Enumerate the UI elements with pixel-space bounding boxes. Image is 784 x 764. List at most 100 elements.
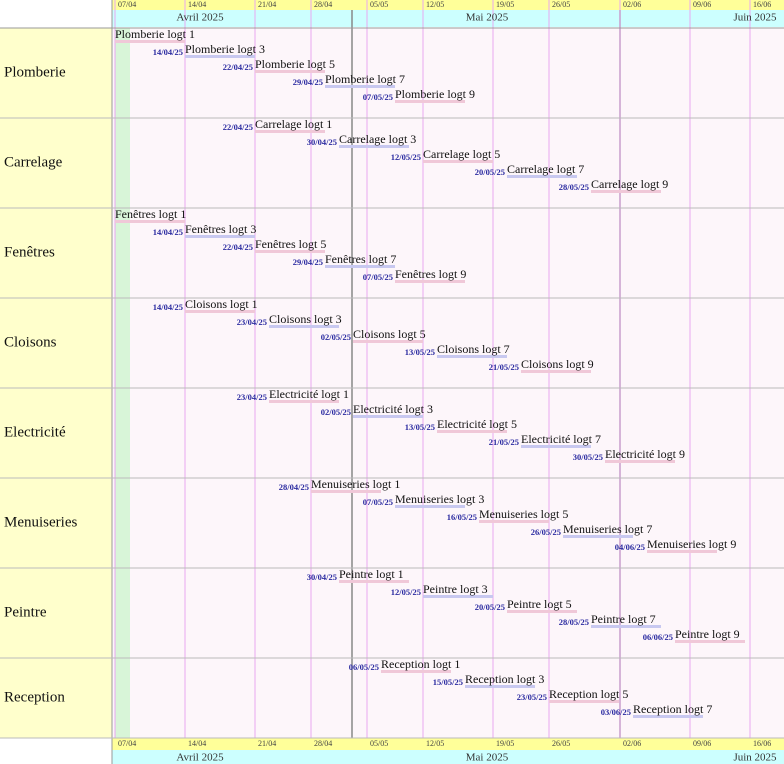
task-date: 22/04/25 (223, 242, 253, 252)
task-date: 23/04/25 (237, 317, 267, 327)
task-bar (647, 550, 717, 553)
task-date: 13/05/25 (405, 347, 435, 357)
task-name: Electricité logt 9 (605, 447, 685, 461)
week-label: 14/04 (188, 0, 206, 9)
task-date: 02/05/25 (321, 407, 351, 417)
task-bar (325, 265, 395, 268)
task-bar (605, 460, 675, 463)
task-name: Carrelage logt 9 (591, 177, 668, 191)
week-label: 16/06 (753, 739, 771, 748)
task-bar (591, 625, 661, 628)
month-label: Avril 2025 (176, 752, 224, 764)
task-bar (255, 130, 325, 133)
task-bar (479, 520, 549, 523)
task-bar (521, 370, 591, 373)
task-bar (339, 580, 409, 583)
task-name: Cloisons logt 9 (521, 357, 594, 371)
task-name: Electricité logt 5 (437, 417, 517, 431)
task-date: 30/04/25 (307, 137, 337, 147)
task-bar (269, 325, 339, 328)
week-label: 19/05 (496, 739, 514, 748)
task-name: Plomberie logt 7 (325, 72, 405, 86)
task-name: Plomberie logt 3 (185, 42, 265, 56)
week-label: 26/05 (552, 0, 570, 9)
task-name: Menuiseries logt 7 (563, 522, 652, 536)
task-bar (521, 445, 591, 448)
task-date: 23/04/25 (237, 392, 267, 402)
task-bar (465, 685, 535, 688)
task-name: Menuiseries logt 3 (395, 492, 484, 506)
task-bar (437, 355, 507, 358)
task-date: 20/05/25 (475, 167, 505, 177)
week-label: 02/06 (623, 739, 641, 748)
task-bar (255, 250, 325, 253)
task-date: 13/05/25 (405, 422, 435, 432)
task-bar (591, 190, 661, 193)
task-name: Plomberie logt 9 (395, 87, 475, 101)
task-bar (563, 535, 633, 538)
week-label: 16/06 (753, 0, 771, 9)
task-date: 23/05/25 (517, 692, 547, 702)
row-label: Peintre (4, 604, 47, 620)
task-date: 30/04/25 (307, 572, 337, 582)
task-date: 06/06/25 (643, 632, 673, 642)
task-name: Reception logt 7 (633, 702, 712, 716)
task-name: Cloisons logt 5 (353, 327, 426, 341)
month-label: Mai 2025 (466, 752, 509, 764)
month-label: Juin 2025 (733, 752, 777, 764)
task-date: 22/04/25 (223, 62, 253, 72)
task-date: 07/05/25 (363, 497, 393, 507)
week-label: 28/04 (314, 0, 332, 9)
row-label: Menuiseries (4, 514, 77, 530)
task-bar (115, 220, 185, 223)
task-bar (255, 70, 325, 73)
task-date: 16/05/25 (447, 512, 477, 522)
month-label: Mai 2025 (466, 12, 509, 24)
week-label: 09/06 (693, 0, 711, 9)
task-bar (437, 430, 507, 433)
row-label: Electricité (4, 424, 66, 440)
week-strip-top (112, 0, 784, 10)
task-name: Electricité logt 7 (521, 432, 601, 446)
task-bar (185, 55, 255, 58)
task-bar (115, 40, 185, 43)
task-name: Cloisons logt 3 (269, 312, 342, 326)
task-bar (269, 400, 339, 403)
task-date: 14/04/25 (153, 227, 183, 237)
row-label: Cloisons (4, 334, 57, 350)
task-name: Menuiseries logt 1 (311, 477, 400, 491)
timeline-area (112, 28, 784, 738)
task-date: 20/05/25 (475, 602, 505, 612)
week-label: 26/05 (552, 739, 570, 748)
task-name: Cloisons logt 7 (437, 342, 510, 356)
task-date: 28/04/25 (279, 482, 309, 492)
task-name: Carrelage logt 1 (255, 117, 332, 131)
task-date: 12/05/25 (391, 587, 421, 597)
month-label: Juin 2025 (733, 12, 777, 24)
task-date: 15/05/25 (433, 677, 463, 687)
task-name: Carrelage logt 5 (423, 147, 500, 161)
task-name: Peintre logt 3 (423, 582, 488, 596)
task-name: Cloisons logt 1 (185, 297, 258, 311)
task-bar (339, 145, 409, 148)
row-label: Fenêtres (4, 244, 55, 260)
task-name: Peintre logt 5 (507, 597, 572, 611)
task-bar (353, 340, 423, 343)
week-label: 05/05 (370, 739, 388, 748)
task-bar (395, 505, 465, 508)
week-label: 07/04 (118, 739, 136, 748)
task-date: 30/05/25 (573, 452, 603, 462)
task-date: 02/05/25 (321, 332, 351, 342)
task-bar (549, 700, 619, 703)
month-strip-bottom (112, 750, 784, 764)
task-bar (423, 160, 493, 163)
task-date: 28/05/25 (559, 617, 589, 627)
task-name: Peintre logt 1 (339, 567, 404, 581)
task-name: Plomberie logt 5 (255, 57, 335, 71)
task-name: Menuiseries logt 5 (479, 507, 568, 521)
task-name: Reception logt 5 (549, 687, 628, 701)
week-strip-bottom (112, 738, 784, 750)
task-name: Fenêtres logt 1 (115, 207, 186, 221)
week-label: 14/04 (188, 739, 206, 748)
